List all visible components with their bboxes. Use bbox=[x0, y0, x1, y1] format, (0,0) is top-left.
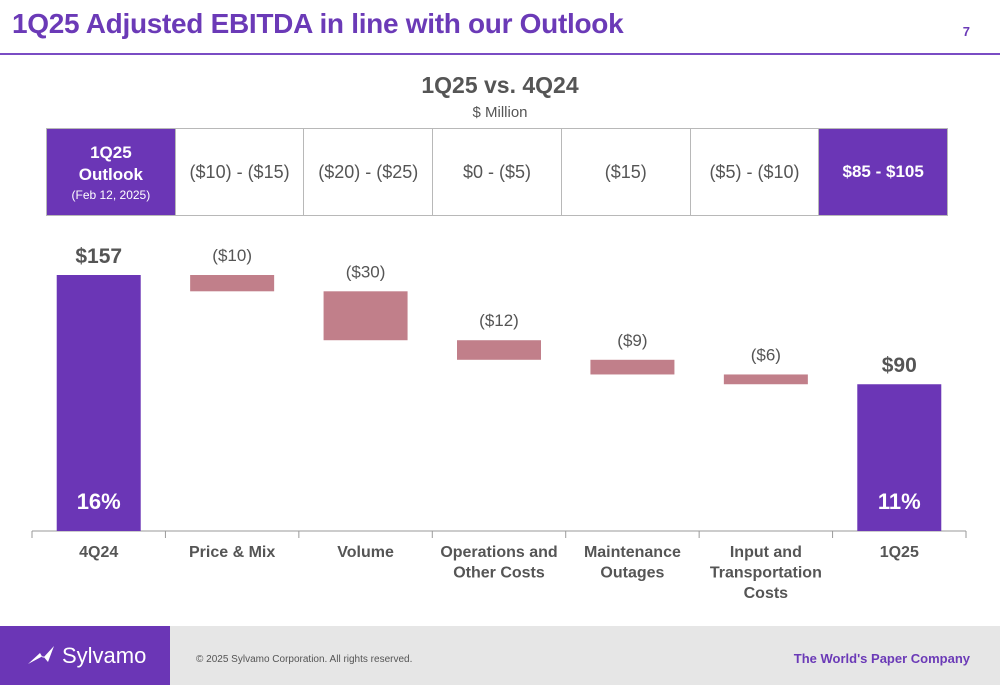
outlook-header-date: (Feb 12, 2025) bbox=[71, 188, 151, 202]
footer: Sylvamo © 2025 Sylvamo Corporation. All … bbox=[0, 626, 1000, 685]
delta-bar bbox=[723, 374, 808, 385]
bar-value-label: ($6) bbox=[751, 345, 781, 364]
page-number: 7 bbox=[962, 24, 970, 39]
title-divider bbox=[0, 53, 1000, 55]
outlook-range-price-mix: ($10) - ($15) bbox=[176, 129, 305, 215]
bar-value-label: $157 bbox=[75, 245, 122, 268]
outlook-range-volume: ($20) - ($25) bbox=[304, 129, 434, 215]
total-bar bbox=[857, 384, 942, 531]
category-label: Transportation bbox=[710, 565, 822, 582]
category-label: 4Q24 bbox=[79, 544, 118, 561]
bar-value-label: ($12) bbox=[479, 311, 519, 330]
logo-text: Sylvamo bbox=[62, 642, 147, 668]
chart-subtitle: $ Million bbox=[472, 104, 528, 121]
category-label: 1Q25 bbox=[880, 544, 919, 561]
category-label: Other Costs bbox=[453, 565, 545, 582]
delta-bar bbox=[323, 291, 408, 341]
outlook-range-input-transport: ($5) - ($10) bbox=[691, 129, 820, 215]
outlook-table: 1Q25 Outlook (Feb 12, 2025) ($10) - ($15… bbox=[46, 128, 948, 216]
category-label: Operations and bbox=[440, 544, 557, 561]
bar-value-label: ($30) bbox=[346, 262, 386, 281]
bar-value-label: ($9) bbox=[617, 331, 647, 350]
tagline: The World's Paper Company bbox=[793, 651, 970, 666]
category-label: Costs bbox=[744, 585, 789, 602]
slide-title: 1Q25 Adjusted EBITDA in line with our Ou… bbox=[12, 8, 624, 39]
margin-label: 16% bbox=[77, 489, 121, 514]
waterfall-chart: $157 16% 4Q24 ($10) Price & Mix ($30) Volume ($… bbox=[31, 245, 967, 602]
margin-label: 11% bbox=[878, 489, 921, 514]
outlook-range-maintenance: ($15) bbox=[562, 129, 691, 215]
outlook-final-range: $85 - $105 bbox=[819, 129, 948, 215]
category-label: Volume bbox=[337, 544, 394, 561]
delta-bar bbox=[590, 359, 675, 375]
logo-block: Sylvamo bbox=[0, 626, 170, 685]
bar-value-label: ($10) bbox=[212, 246, 252, 265]
category-label: Price & Mix bbox=[189, 544, 275, 561]
delta-bar bbox=[190, 275, 275, 292]
copyright-text: © 2025 Sylvamo Corporation. All rights r… bbox=[196, 654, 413, 665]
sylvamo-logo-icon bbox=[28, 645, 54, 664]
bar-value-label: $90 bbox=[882, 354, 917, 377]
category-label: Input and bbox=[730, 544, 802, 561]
outlook-header-cell: 1Q25 Outlook (Feb 12, 2025) bbox=[47, 129, 176, 215]
chart-title: 1Q25 vs. 4Q24 bbox=[421, 72, 579, 98]
delta-bar bbox=[457, 340, 541, 360]
category-label: Outages bbox=[600, 565, 664, 582]
total-bar bbox=[56, 275, 141, 531]
outlook-header-line1: 1Q25 bbox=[90, 143, 132, 162]
outlook-header-line2: Outlook bbox=[78, 165, 143, 184]
outlook-range-operations: $0 - ($5) bbox=[433, 129, 562, 215]
category-label: Maintenance bbox=[584, 544, 681, 561]
